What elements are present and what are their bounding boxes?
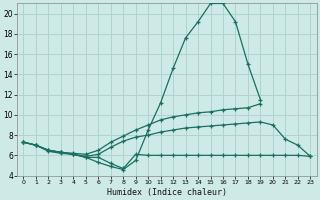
X-axis label: Humidex (Indice chaleur): Humidex (Indice chaleur)	[107, 188, 227, 197]
